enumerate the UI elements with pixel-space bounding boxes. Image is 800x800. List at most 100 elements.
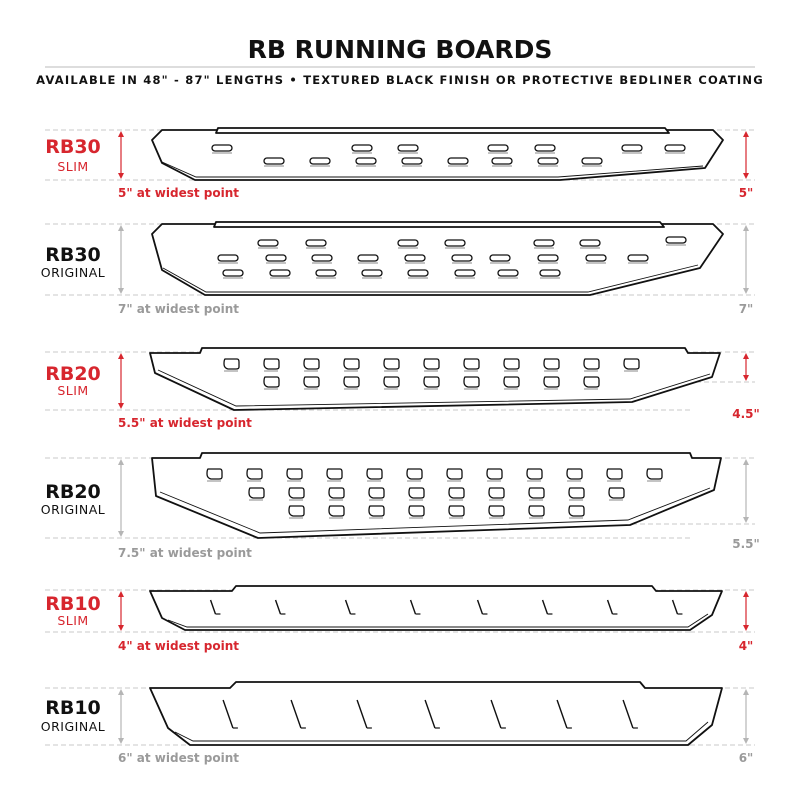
d-shaped-hole <box>303 376 320 388</box>
slot-hole <box>401 157 423 165</box>
slot-hole <box>315 269 337 277</box>
slot-hole <box>444 239 466 247</box>
d-shaped-hole <box>368 487 385 499</box>
arrow-head-icon <box>743 738 749 744</box>
arrow-head-icon <box>743 225 749 231</box>
d-shaped-hole <box>528 505 545 517</box>
arrow-head-icon <box>118 288 124 294</box>
arrow-head-icon <box>743 353 749 359</box>
d-shaped-hole <box>223 358 240 370</box>
slot-hole <box>539 269 561 277</box>
slot-hole <box>533 239 555 247</box>
model-variant: SLIM <box>57 383 88 398</box>
model-variant: SLIM <box>57 613 88 628</box>
board-outline <box>149 585 723 631</box>
d-shaped-hole <box>488 505 505 517</box>
d-shaped-hole <box>543 376 560 388</box>
d-shaped-hole <box>286 468 303 480</box>
end-width-caption: 4.5" <box>732 407 760 421</box>
d-shaped-hole <box>463 358 480 370</box>
slash-cutout <box>409 599 417 615</box>
slash-cutout <box>622 699 634 729</box>
slot-hole <box>487 144 509 152</box>
d-shaped-hole <box>606 468 623 480</box>
slot-hole <box>355 157 377 165</box>
slash-cutout <box>209 599 217 615</box>
d-shaped-hole <box>486 468 503 480</box>
d-shaped-hole <box>568 487 585 499</box>
slot-hole <box>222 269 244 277</box>
slot-hole <box>585 254 607 262</box>
d-shaped-hole <box>566 468 583 480</box>
slot-hole <box>665 236 687 244</box>
widest-width-caption: 4" at widest point <box>118 639 239 653</box>
d-shaped-hole <box>383 358 400 370</box>
slash-cutout <box>490 699 502 729</box>
board-outline <box>151 129 724 181</box>
d-shaped-hole <box>408 505 425 517</box>
arrow-head-icon <box>118 625 124 631</box>
slash-cutout <box>556 699 568 729</box>
widest-width-caption: 7.5" at widest point <box>118 546 252 560</box>
slash-cutout <box>274 599 282 615</box>
slot-hole <box>627 254 649 262</box>
slash-cutout <box>541 599 549 615</box>
slot-hole <box>621 144 643 152</box>
end-width-caption: 4" <box>739 639 754 653</box>
arrow-head-icon <box>743 689 749 695</box>
model-variant: ORIGINAL <box>41 502 105 517</box>
slash-cutout <box>476 599 484 615</box>
arrow-head-icon <box>743 459 749 465</box>
d-shaped-hole <box>583 358 600 370</box>
slot-hole <box>305 239 327 247</box>
board-outline <box>149 681 723 746</box>
page-title: RB RUNNING BOARDS <box>248 35 553 64</box>
model-name: RB10 <box>45 593 101 615</box>
slot-hole <box>311 254 333 262</box>
d-shaped-hole <box>206 468 223 480</box>
d-shaped-hole <box>446 468 463 480</box>
slot-hole <box>451 254 473 262</box>
slash-cutout <box>344 599 352 615</box>
d-shaped-hole <box>583 376 600 388</box>
slot-hole <box>361 269 383 277</box>
slash-cutout <box>606 599 614 615</box>
slot-hole <box>397 144 419 152</box>
arrow-head-icon <box>118 353 124 359</box>
slot-hole <box>404 254 426 262</box>
end-width-caption: 5" <box>739 186 754 200</box>
d-shaped-hole <box>326 468 343 480</box>
arrow-head-icon <box>118 173 124 179</box>
d-shaped-hole <box>248 487 265 499</box>
arrow-head-icon <box>118 531 124 537</box>
d-shaped-hole <box>423 358 440 370</box>
d-shaped-hole <box>366 468 383 480</box>
widest-width-caption: 5.5" at widest point <box>118 416 252 430</box>
d-shaped-hole <box>383 376 400 388</box>
slot-hole <box>534 144 556 152</box>
model-variant: ORIGINAL <box>41 265 105 280</box>
d-shaped-hole <box>503 358 520 370</box>
board-edge <box>174 721 709 742</box>
slot-hole <box>217 254 239 262</box>
end-width-caption: 5.5" <box>732 537 760 551</box>
arrow-head-icon <box>743 131 749 137</box>
slot-hole <box>211 144 233 152</box>
slot-hole <box>581 157 603 165</box>
d-shaped-hole <box>328 487 345 499</box>
slash-cutout <box>424 699 436 729</box>
d-shaped-hole <box>303 358 320 370</box>
d-shaped-hole <box>526 468 543 480</box>
d-shaped-hole <box>448 505 465 517</box>
d-shaped-hole <box>328 505 345 517</box>
d-shaped-hole <box>288 487 305 499</box>
slot-hole <box>265 254 287 262</box>
model-name: RB20 <box>45 363 101 385</box>
d-shaped-hole <box>646 468 663 480</box>
slot-hole <box>397 239 419 247</box>
widest-width-caption: 6" at widest point <box>118 751 239 765</box>
d-shaped-hole <box>423 376 440 388</box>
widest-width-caption: 5" at widest point <box>118 186 239 200</box>
